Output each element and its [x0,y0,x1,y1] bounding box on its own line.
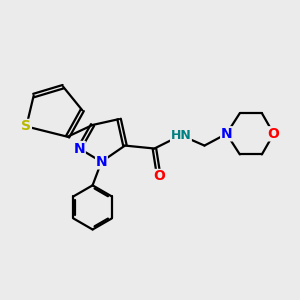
Text: S: S [21,119,31,134]
Text: O: O [268,127,280,141]
Text: HN: HN [170,129,191,142]
Text: N: N [74,142,85,155]
Text: N: N [96,155,107,169]
Text: O: O [153,169,165,184]
Text: N: N [221,127,232,141]
